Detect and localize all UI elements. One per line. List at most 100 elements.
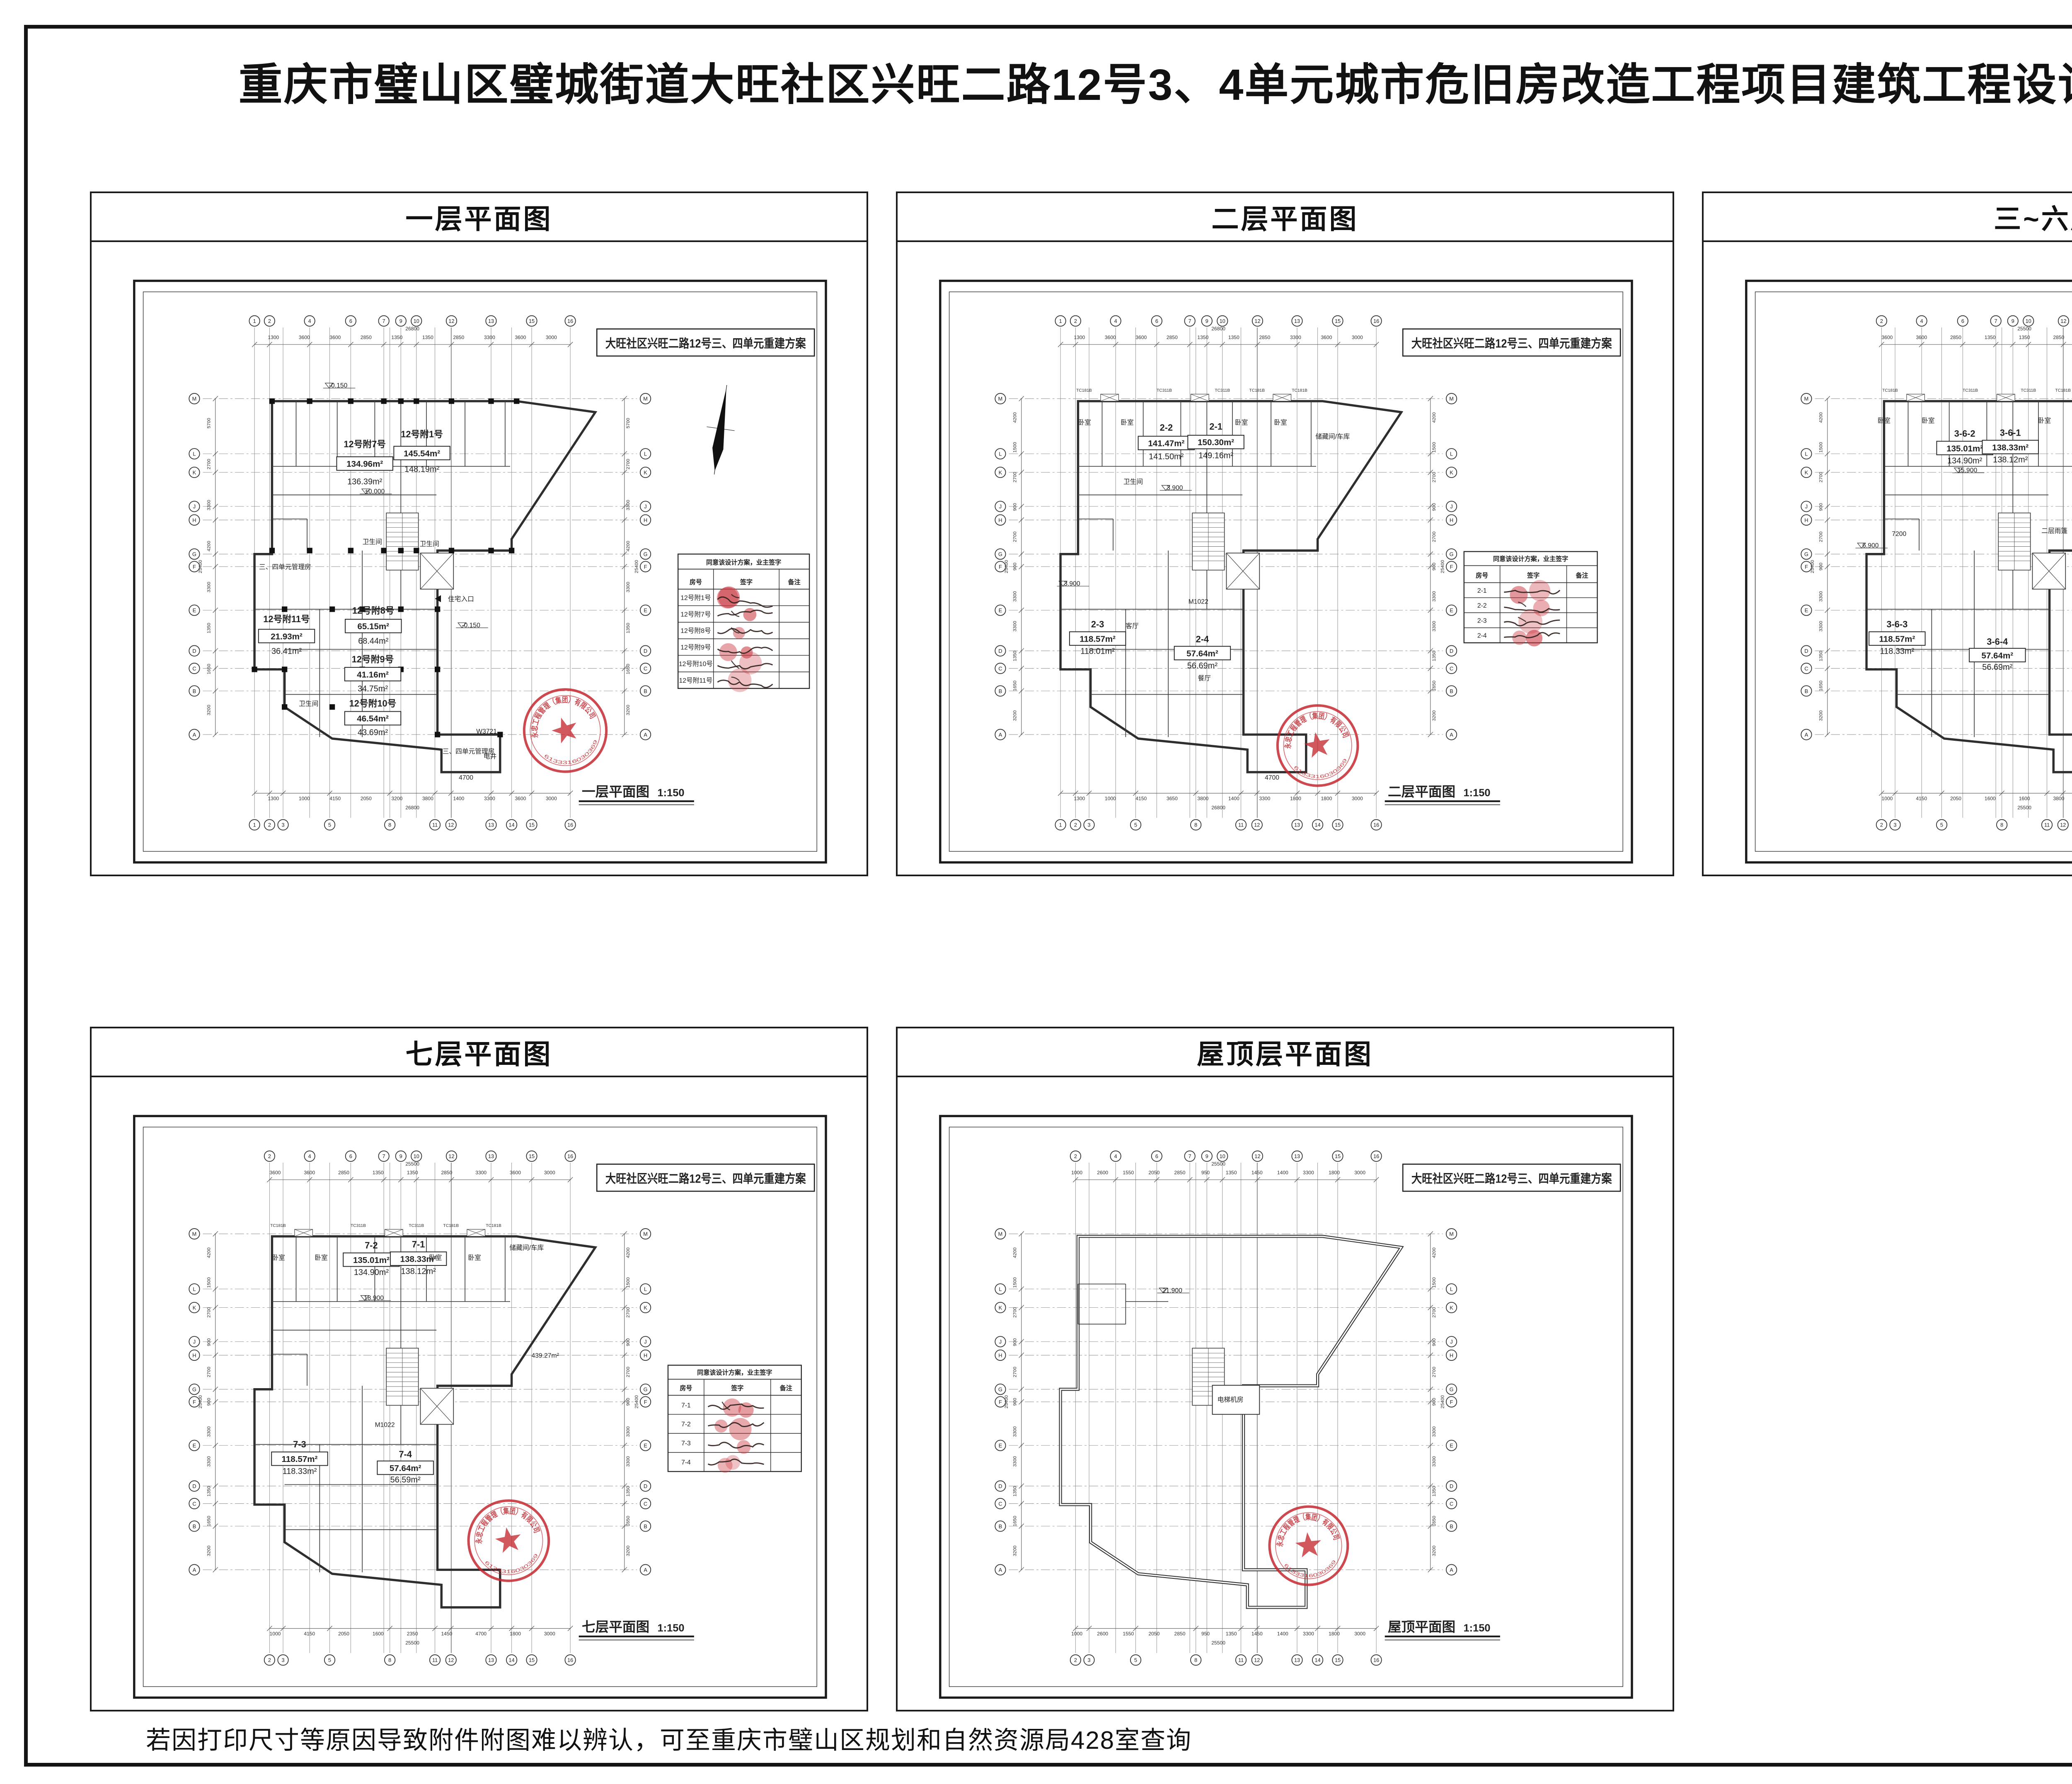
axis-bubble-label: M [643, 396, 648, 402]
dimension-text: 2050 [1950, 796, 1961, 802]
axis-bubble-label: G [644, 552, 648, 558]
unit-area-label: 3-6-4 57.64m² 56.69m² [1969, 637, 2026, 672]
panel-header-floor7: 七层平面图 [92, 1028, 867, 1077]
axis-bubble-label: D [998, 648, 1002, 654]
dimension-text: 3300 [1432, 591, 1437, 602]
dimension-total: 25500 [2017, 805, 2031, 810]
room-annotation: 三、四单元管理房 [259, 563, 311, 571]
unit-area-boxed: 57.64m² [1982, 651, 2014, 660]
axis-bubble-label: 15 [529, 822, 535, 828]
annotation-text: 卧室 [272, 1254, 285, 1262]
unit-area-secondary: 149.16m² [1198, 451, 1234, 461]
dimension-text: 2850 [1259, 334, 1270, 340]
dimension-text: 3000 [546, 334, 557, 340]
dimension-annotations: 1300 3600 3600 2850 1350 1350 2850 3300 3600 3000… [198, 326, 639, 810]
room-annotation: 二层雨篷 [2041, 527, 2067, 535]
unit-area-boxed: 57.64m² [1186, 649, 1218, 658]
axis-bubble-label: 12 [2060, 318, 2066, 324]
dimension-text: 1650 [1432, 1516, 1437, 1527]
dimension-total: 26800 [405, 805, 419, 810]
axis-bubble-label: G [1450, 552, 1454, 558]
room-annotation: 电井 [484, 753, 496, 760]
axis-bubble-label: M [998, 1231, 1003, 1237]
balcony-tags: TC181B TC311B TC311B TC181B TC181B [1076, 388, 1307, 402]
floor-plan-drawing-roof: 2 4 6 7 9 10 12 13 15 16 2 3 5 8 11 12 13 14 15 16 M M L L K K J J H… [939, 1115, 1633, 1699]
room-annotation: 6.900 [1855, 542, 1888, 549]
dimension-total: 25500 [1211, 1640, 1225, 1646]
unit-area-secondary: 138.12m² [1993, 455, 2028, 464]
sig-row-label: 2-4 [1477, 633, 1487, 640]
dimension-text: 1300 [268, 334, 279, 340]
unit-area-boxed: 141.47m² [1148, 439, 1184, 448]
axis-bubble-label: K [193, 1305, 196, 1311]
dimension-text: 4200 [1819, 412, 1824, 423]
axis-bubble-label: 16 [1373, 1658, 1379, 1663]
resident-signature [716, 586, 773, 608]
window-tag: TC181B [443, 1224, 459, 1228]
axis-bubble-label: L [193, 451, 196, 457]
dimension-text: 2700 [1432, 1367, 1437, 1377]
axis-bubble-label: E [1450, 608, 1453, 613]
panel-header-floor2: 二层平面图 [898, 193, 1673, 242]
axis-bubble-label: 8 [388, 1658, 391, 1663]
dimension-text: 3000 [544, 1170, 555, 1176]
axis-bubble-label: L [999, 1287, 1002, 1292]
axis-bubble-label: 11 [432, 822, 438, 828]
unit-area-boxed: 21.93m² [271, 632, 303, 641]
window-tag: TC181B [2055, 388, 2071, 393]
axis-bubble-label: K [1450, 470, 1453, 475]
scheme-label: 大旺社区兴旺二路12号三、四单元重建方案 [1411, 336, 1612, 350]
dimension-text: 1500 [1432, 1277, 1437, 1288]
axis-bubble-label: 2 [268, 822, 271, 828]
axis-bubble-label: B [999, 1524, 1002, 1529]
annotation-text: -0.150 [329, 382, 348, 389]
dimension-total: 25400 [1004, 560, 1009, 573]
axis-bubble-label: F [644, 564, 647, 570]
dimension-text: 2700 [1432, 1307, 1437, 1318]
axis-bubble-label: 14 [1315, 1658, 1321, 1663]
drawing-caption: 屋顶平面图 1:150 [1385, 1619, 1500, 1641]
room-annotation: 餐厅 [1198, 675, 1211, 682]
dimension-text: 3300 [1432, 621, 1437, 632]
dimension-text: 900 [1432, 503, 1437, 511]
unit-area-label: 2-4 57.64m² 56.69m² [1174, 634, 1231, 671]
axis-bubble-label: 5 [1940, 822, 1943, 828]
axis-bubble-label: D [1450, 1483, 1453, 1489]
annotation-text: 卧室 [1121, 419, 1133, 427]
axis-bubble-label: J [999, 1339, 1002, 1345]
dimension-text: 3300 [1013, 1456, 1018, 1467]
unit-area-label: 12号附8号 65.15m² 68.44m² [345, 606, 402, 646]
building-footprint [1865, 400, 2072, 773]
room-annotation: 住宅入口 [435, 595, 474, 603]
dimension-text: 900 [1432, 562, 1437, 570]
axis-bubble-label: B [644, 1524, 647, 1529]
axis-bubble-label: 16 [567, 318, 573, 324]
resident-signature [717, 652, 773, 674]
room-annotation: 卫生间 [1123, 478, 1143, 485]
sig-col-header: 房号 [680, 1384, 692, 1392]
unit-area-secondary: 118.01m² [1080, 647, 1115, 656]
axis-bubble-label: G [998, 552, 1002, 558]
axis-bubble-label: A [1805, 732, 1808, 738]
axis-bubble-label: K [1450, 1305, 1453, 1311]
axis-bubble-label: 1 [1059, 318, 1062, 324]
dimension-text: 2700 [1432, 531, 1437, 542]
dimension-total: 25400 [634, 1395, 639, 1408]
unit-number: 2-1 [1209, 422, 1222, 432]
annotation-text: W3721 [476, 728, 497, 735]
dimension-text: 4150 [304, 1631, 315, 1637]
axis-bubble-label: 1 [1059, 822, 1062, 828]
sig-row-label: 7-1 [681, 1402, 691, 1409]
elevator-shaft [1226, 553, 1260, 590]
room-annotation: 7200 [1892, 531, 1906, 538]
dimension-text: 1500 [207, 1277, 212, 1288]
unit-area-secondary: 134.90m² [354, 1268, 389, 1277]
axis-bubble-label: H [192, 517, 196, 523]
unit-area-secondary: 118.33m² [283, 1467, 317, 1476]
dimension-text: 3300 [1303, 1631, 1314, 1637]
dimension-text: 1500 [1013, 442, 1018, 453]
dimension-text: 2050 [361, 796, 372, 802]
axis-bubble-label: 13 [488, 1658, 494, 1663]
annotation-text: 客厅 [1126, 623, 1138, 630]
